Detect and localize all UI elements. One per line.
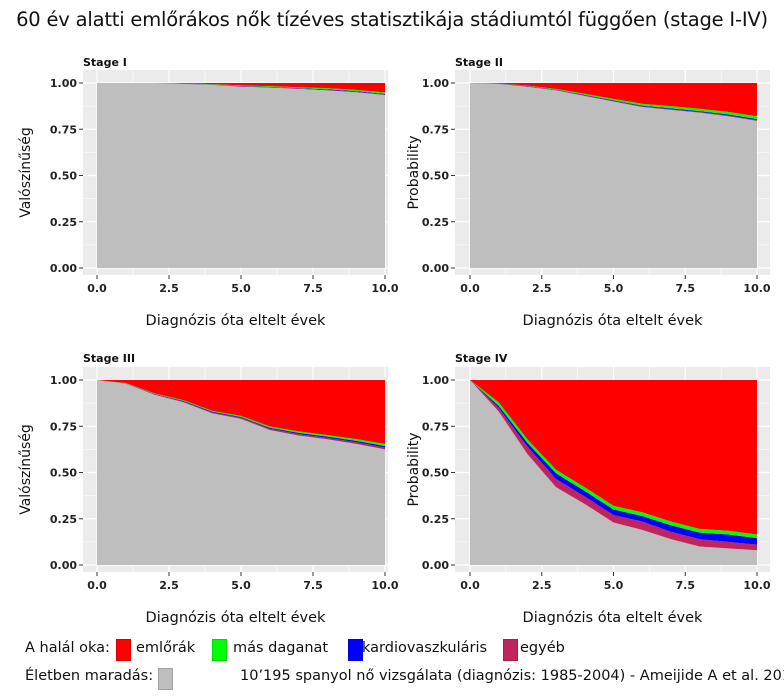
y-axis-title: Valószínűség: [18, 424, 34, 515]
area-életben-maradás: [97, 380, 385, 565]
y-tick-label: 0.75: [422, 123, 449, 136]
panel-stage-1: 0.00 0.25 0.50 0.75 1.00 0.0 2.5 5.0 7.5 10.0 Stag…: [18, 56, 399, 329]
legend-label-kardio: kardiovaszkuláris: [362, 640, 488, 656]
y-tick-label: 0.50: [422, 170, 449, 183]
y-tick-label: 1.00: [50, 374, 77, 387]
panel-title: Stage III: [83, 352, 135, 365]
area-emlőrák: [97, 83, 385, 93]
legend-survival-label: Életben maradás:: [25, 668, 154, 684]
area-más-daganat: [97, 83, 385, 94]
x-tick-label: 10.0: [743, 282, 770, 295]
area-egyéb: [470, 380, 757, 551]
panel-stage-2: 0.00 0.25 0.50 0.75 1.00 0.0 2.5 5.0 7.5 10.0 Stag…: [406, 56, 771, 329]
y-tick-label: 0.25: [422, 216, 449, 229]
source-note: 10’195 spanyol nő vizsgálata (diagnózis:…: [240, 668, 784, 684]
y-tick-label: 1.00: [50, 77, 77, 90]
legend-cause-label: A halál oka:: [25, 640, 110, 656]
area-életben-maradás: [97, 83, 385, 268]
panel-stage-3: 0.00 0.25 0.50 0.75 1.00 0.0 2.5 5.0 7.5 10.0 Stag…: [18, 352, 399, 626]
y-tick-label: 0.00: [50, 262, 77, 275]
x-axis-title: Diagnózis óta eltelt évek: [146, 313, 327, 329]
y-tick-label: 1.00: [422, 77, 449, 90]
panel-title: Stage I: [83, 56, 127, 69]
y-tick-label: 0.00: [422, 262, 449, 275]
y-tick-label: 0.50: [50, 467, 77, 480]
x-tick-label: 2.5: [159, 579, 179, 592]
x-tick-label: 7.5: [303, 579, 323, 592]
panel-title: Stage IV: [455, 352, 508, 365]
area-kardiovaszkuláris: [470, 380, 757, 545]
panel-title: Stage II: [455, 56, 503, 69]
x-tick-label: 0.0: [460, 282, 480, 295]
y-axis-title: Probability: [406, 432, 422, 506]
x-tick-label: 0.0: [87, 579, 107, 592]
panel-stage-4: 0.00 0.25 0.50 0.75 1.00 0.0 2.5 5.0 7.5 10.0 Stag…: [406, 352, 771, 626]
x-tick-label: 0.0: [87, 282, 107, 295]
y-axis-title: Probability: [406, 135, 422, 209]
x-tick-label: 2.5: [532, 282, 552, 295]
x-tick-label: 2.5: [532, 579, 552, 592]
x-axis-title: Diagnózis óta eltelt évek: [523, 313, 704, 329]
y-tick-label: 0.75: [422, 420, 449, 433]
y-tick-label: 0.50: [50, 170, 77, 183]
x-axis-title: Diagnózis óta eltelt évek: [523, 610, 704, 626]
area-életben-maradás: [470, 380, 757, 565]
legend-label-egyeb: egyéb: [520, 640, 565, 656]
x-tick-label: 5.0: [604, 282, 624, 295]
y-tick-label: 0.25: [50, 513, 77, 526]
x-tick-label: 10.0: [371, 282, 398, 295]
x-axis-title: Diagnózis óta eltelt évek: [146, 610, 327, 626]
x-tick-label: 0.0: [460, 579, 480, 592]
y-tick-label: 0.00: [50, 559, 77, 572]
legend-swatch-kardio: [348, 639, 363, 661]
x-tick-label: 5.0: [231, 282, 251, 295]
figure-title: 60 év alatti emlőrákos nők tízéves stati…: [16, 8, 768, 31]
y-tick-label: 0.75: [50, 420, 77, 433]
legend-label-emlorak: emlőrák: [136, 640, 196, 656]
legend-swatch-mas-daganat: [212, 639, 227, 661]
y-tick-label: 0.75: [50, 123, 77, 136]
x-tick-label: 10.0: [371, 579, 398, 592]
y-tick-label: 1.00: [422, 374, 449, 387]
area-emlőrák: [97, 380, 385, 444]
x-tick-label: 7.5: [303, 282, 323, 295]
x-tick-label: 7.5: [676, 282, 696, 295]
area-emlőrák: [470, 83, 757, 117]
area-egyéb: [97, 380, 385, 450]
x-tick-label: 7.5: [676, 579, 696, 592]
y-tick-label: 0.25: [422, 513, 449, 526]
legend-swatch-emlorak: [116, 639, 131, 661]
area-emlőrák: [470, 380, 757, 535]
x-tick-label: 5.0: [231, 579, 251, 592]
legend-swatch-survival: [158, 668, 173, 690]
x-tick-label: 10.0: [743, 579, 770, 592]
x-tick-label: 2.5: [159, 282, 179, 295]
y-tick-label: 0.25: [50, 216, 77, 229]
legend-swatch-egyeb: [503, 639, 518, 661]
area-más-daganat: [470, 380, 757, 539]
y-tick-label: 0.50: [422, 467, 449, 480]
legend-label-mas-daganat: más daganat: [233, 640, 329, 656]
area-életben-maradás: [470, 83, 757, 268]
y-tick-label: 0.00: [422, 559, 449, 572]
x-tick-label: 5.0: [604, 579, 624, 592]
area-más-daganat: [97, 380, 385, 447]
y-axis-title: Valószínűség: [18, 127, 34, 218]
